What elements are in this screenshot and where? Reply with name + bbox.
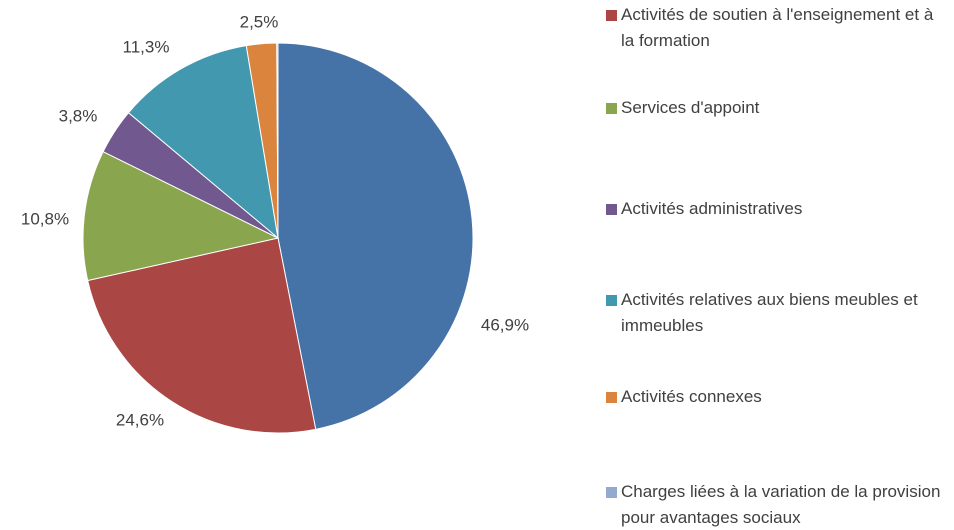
- pie-slice: [127, 45, 279, 240]
- data-label: 11,3%: [123, 37, 170, 56]
- legend-item: Charges liées à la variation de la provi…: [606, 479, 946, 530]
- legend-label: Activités relatives aux biens meubles et…: [621, 290, 918, 335]
- pie-slice: [276, 42, 279, 239]
- legend-swatch: [606, 487, 617, 498]
- legend-label: Services d'appoint: [621, 98, 760, 117]
- pie-slice: [87, 237, 317, 434]
- data-label: 2,5%: [240, 12, 279, 31]
- data-label: 3,8%: [59, 106, 98, 125]
- legend: Activités de soutien à l'enseignement et…: [606, 0, 946, 530]
- legend-item: Activités de soutien à l'enseignement et…: [606, 2, 946, 54]
- pie-slice: [277, 42, 474, 430]
- data-label: 46,9%: [481, 315, 529, 334]
- legend-item: Activités administratives: [606, 196, 802, 222]
- pie-area: 46,9% 24,6% 10,8% 3,8% 11,3% 2,5%: [21, 12, 529, 434]
- legend-swatch: [606, 103, 617, 114]
- legend-label: Activités connexes: [621, 387, 762, 406]
- data-label: 10,8%: [21, 209, 69, 228]
- legend-item: Services d'appoint: [606, 95, 759, 121]
- legend-item: Activités connexes: [606, 384, 762, 410]
- legend-swatch: [606, 295, 617, 306]
- data-label: 24,6%: [116, 410, 164, 429]
- legend-swatch: [606, 10, 617, 21]
- legend-label: Charges liées à la variation de la provi…: [621, 482, 941, 527]
- legend-swatch: [606, 392, 617, 403]
- legend-label: Activités de soutien à l'enseignement et…: [621, 5, 934, 50]
- legend-item: Activités relatives aux biens meubles et…: [606, 287, 946, 339]
- legend-label: Activités administratives: [621, 199, 803, 218]
- pie-slice: [82, 150, 280, 282]
- legend-swatch: [606, 204, 617, 215]
